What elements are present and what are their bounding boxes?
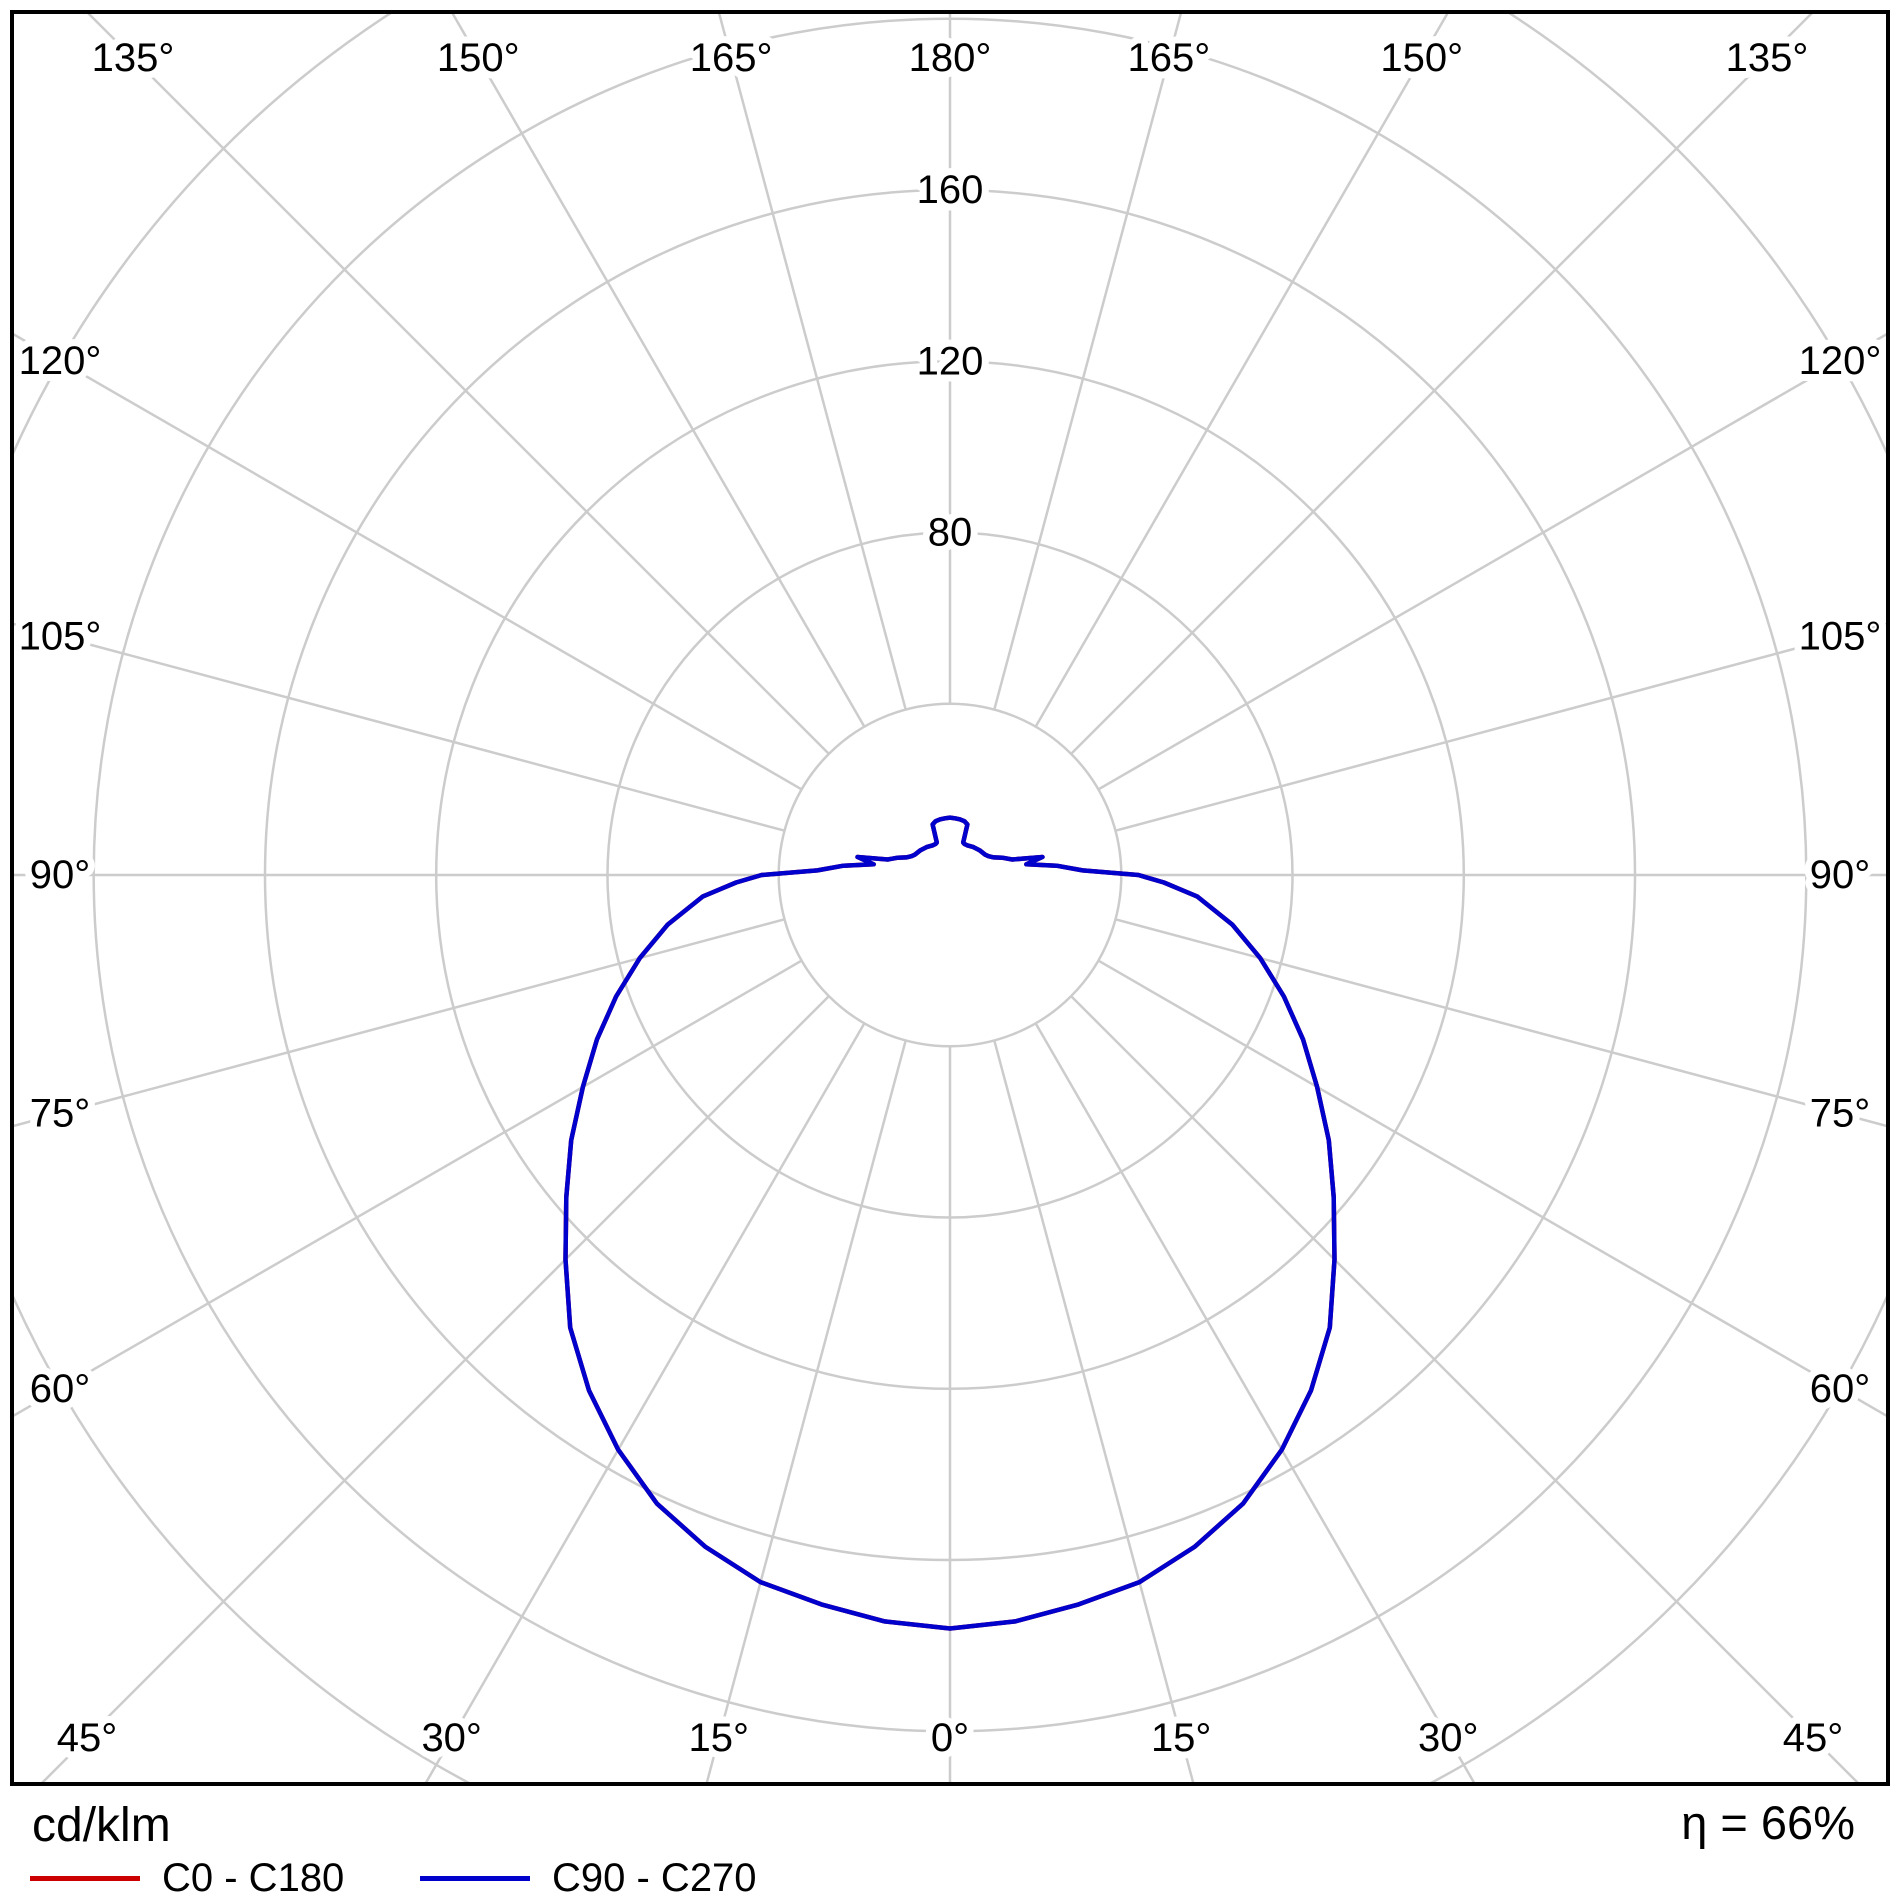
- efficiency-label: η = 66%: [1681, 1796, 1855, 1849]
- angle-label: 0°: [931, 1716, 969, 1760]
- angle-label: 165°: [690, 36, 773, 80]
- angle-label: 75°: [30, 1092, 91, 1136]
- series-curve-c90-c270: [563, 815, 1337, 1631]
- legend-label-c0-c180: C0 - C180: [162, 1855, 345, 1900]
- legend-swatch-c90-c270: [420, 1875, 530, 1881]
- angle-label: 120°: [1799, 339, 1882, 383]
- radial-gridline: [41, 995, 830, 1782]
- legend-item-c0-c180: C0 - C180: [30, 1856, 344, 1900]
- angle-label: 45°: [57, 1716, 118, 1760]
- angle-label: 165°: [1128, 36, 1211, 80]
- angle-label: 30°: [1418, 1716, 1479, 1760]
- radial-gridline: [705, 1040, 907, 1782]
- angle-labels: 0° 15° 15° 30° 30° 45° 45° 60° 60° 75° 75° 90° 90° 10…: [12, 29, 1889, 1767]
- radial-gridline: [14, 918, 785, 1128]
- polar-chart: 80 120 160 0° 15° 15° 30° 30° 45° 45° 60° 60° 75° 75°…: [10, 10, 1890, 1786]
- ring-labels: 80 120 160: [910, 161, 991, 562]
- angle-label: 120°: [19, 339, 102, 383]
- legend-swatch-c0-c180: [30, 1875, 140, 1881]
- chart-frame: [10, 10, 1890, 1786]
- unit-label: cd/klm: [32, 1799, 171, 1852]
- radial-gridline: [14, 959, 803, 1417]
- angle-label: 15°: [689, 1716, 750, 1760]
- angle-label: 60°: [1810, 1367, 1871, 1411]
- angle-label: 150°: [1380, 36, 1463, 80]
- radial-gridline: [1115, 918, 1886, 1128]
- polar-grid: [14, 14, 1886, 1782]
- legend-label-c90-c270: C90 - C270: [552, 1855, 757, 1900]
- radial-gridline: [451, 14, 866, 728]
- ring-label: 80: [928, 511, 973, 555]
- radial-gridline: [1097, 333, 1886, 791]
- radial-gridline: [993, 1040, 1195, 1782]
- radial-gridline: [1070, 14, 1813, 755]
- radial-gridline: [718, 14, 907, 710]
- angle-label: 30°: [421, 1716, 482, 1760]
- angle-label: 135°: [1726, 36, 1809, 80]
- angle-label: 180°: [909, 36, 992, 80]
- radial-gridline: [1034, 14, 1449, 728]
- angle-label: 105°: [19, 615, 102, 659]
- angle-label: 90°: [30, 853, 91, 897]
- radial-gridline: [14, 622, 785, 832]
- angle-label: 60°: [30, 1367, 91, 1411]
- radial-gridline: [1097, 959, 1886, 1417]
- legend-item-c90-c270: C90 - C270: [420, 1856, 757, 1900]
- radial-gridline: [424, 1022, 866, 1782]
- angle-label: 45°: [1783, 1716, 1844, 1760]
- angle-label: 135°: [92, 36, 175, 80]
- angle-label: 15°: [1151, 1716, 1212, 1760]
- angle-label: 105°: [1799, 615, 1882, 659]
- radial-gridline: [1070, 995, 1859, 1782]
- ring-label: 160: [917, 168, 984, 212]
- radial-gridline: [1034, 1022, 1476, 1782]
- angle-label: 150°: [437, 36, 520, 80]
- grid-ring: [777, 702, 1123, 1048]
- angle-label: 90°: [1810, 853, 1871, 897]
- radial-gridline: [1115, 622, 1886, 832]
- angle-label: 75°: [1810, 1092, 1871, 1136]
- ring-label: 120: [917, 339, 984, 383]
- radial-gridline: [14, 333, 803, 791]
- radial-gridline: [87, 14, 830, 755]
- radial-gridline: [993, 14, 1182, 710]
